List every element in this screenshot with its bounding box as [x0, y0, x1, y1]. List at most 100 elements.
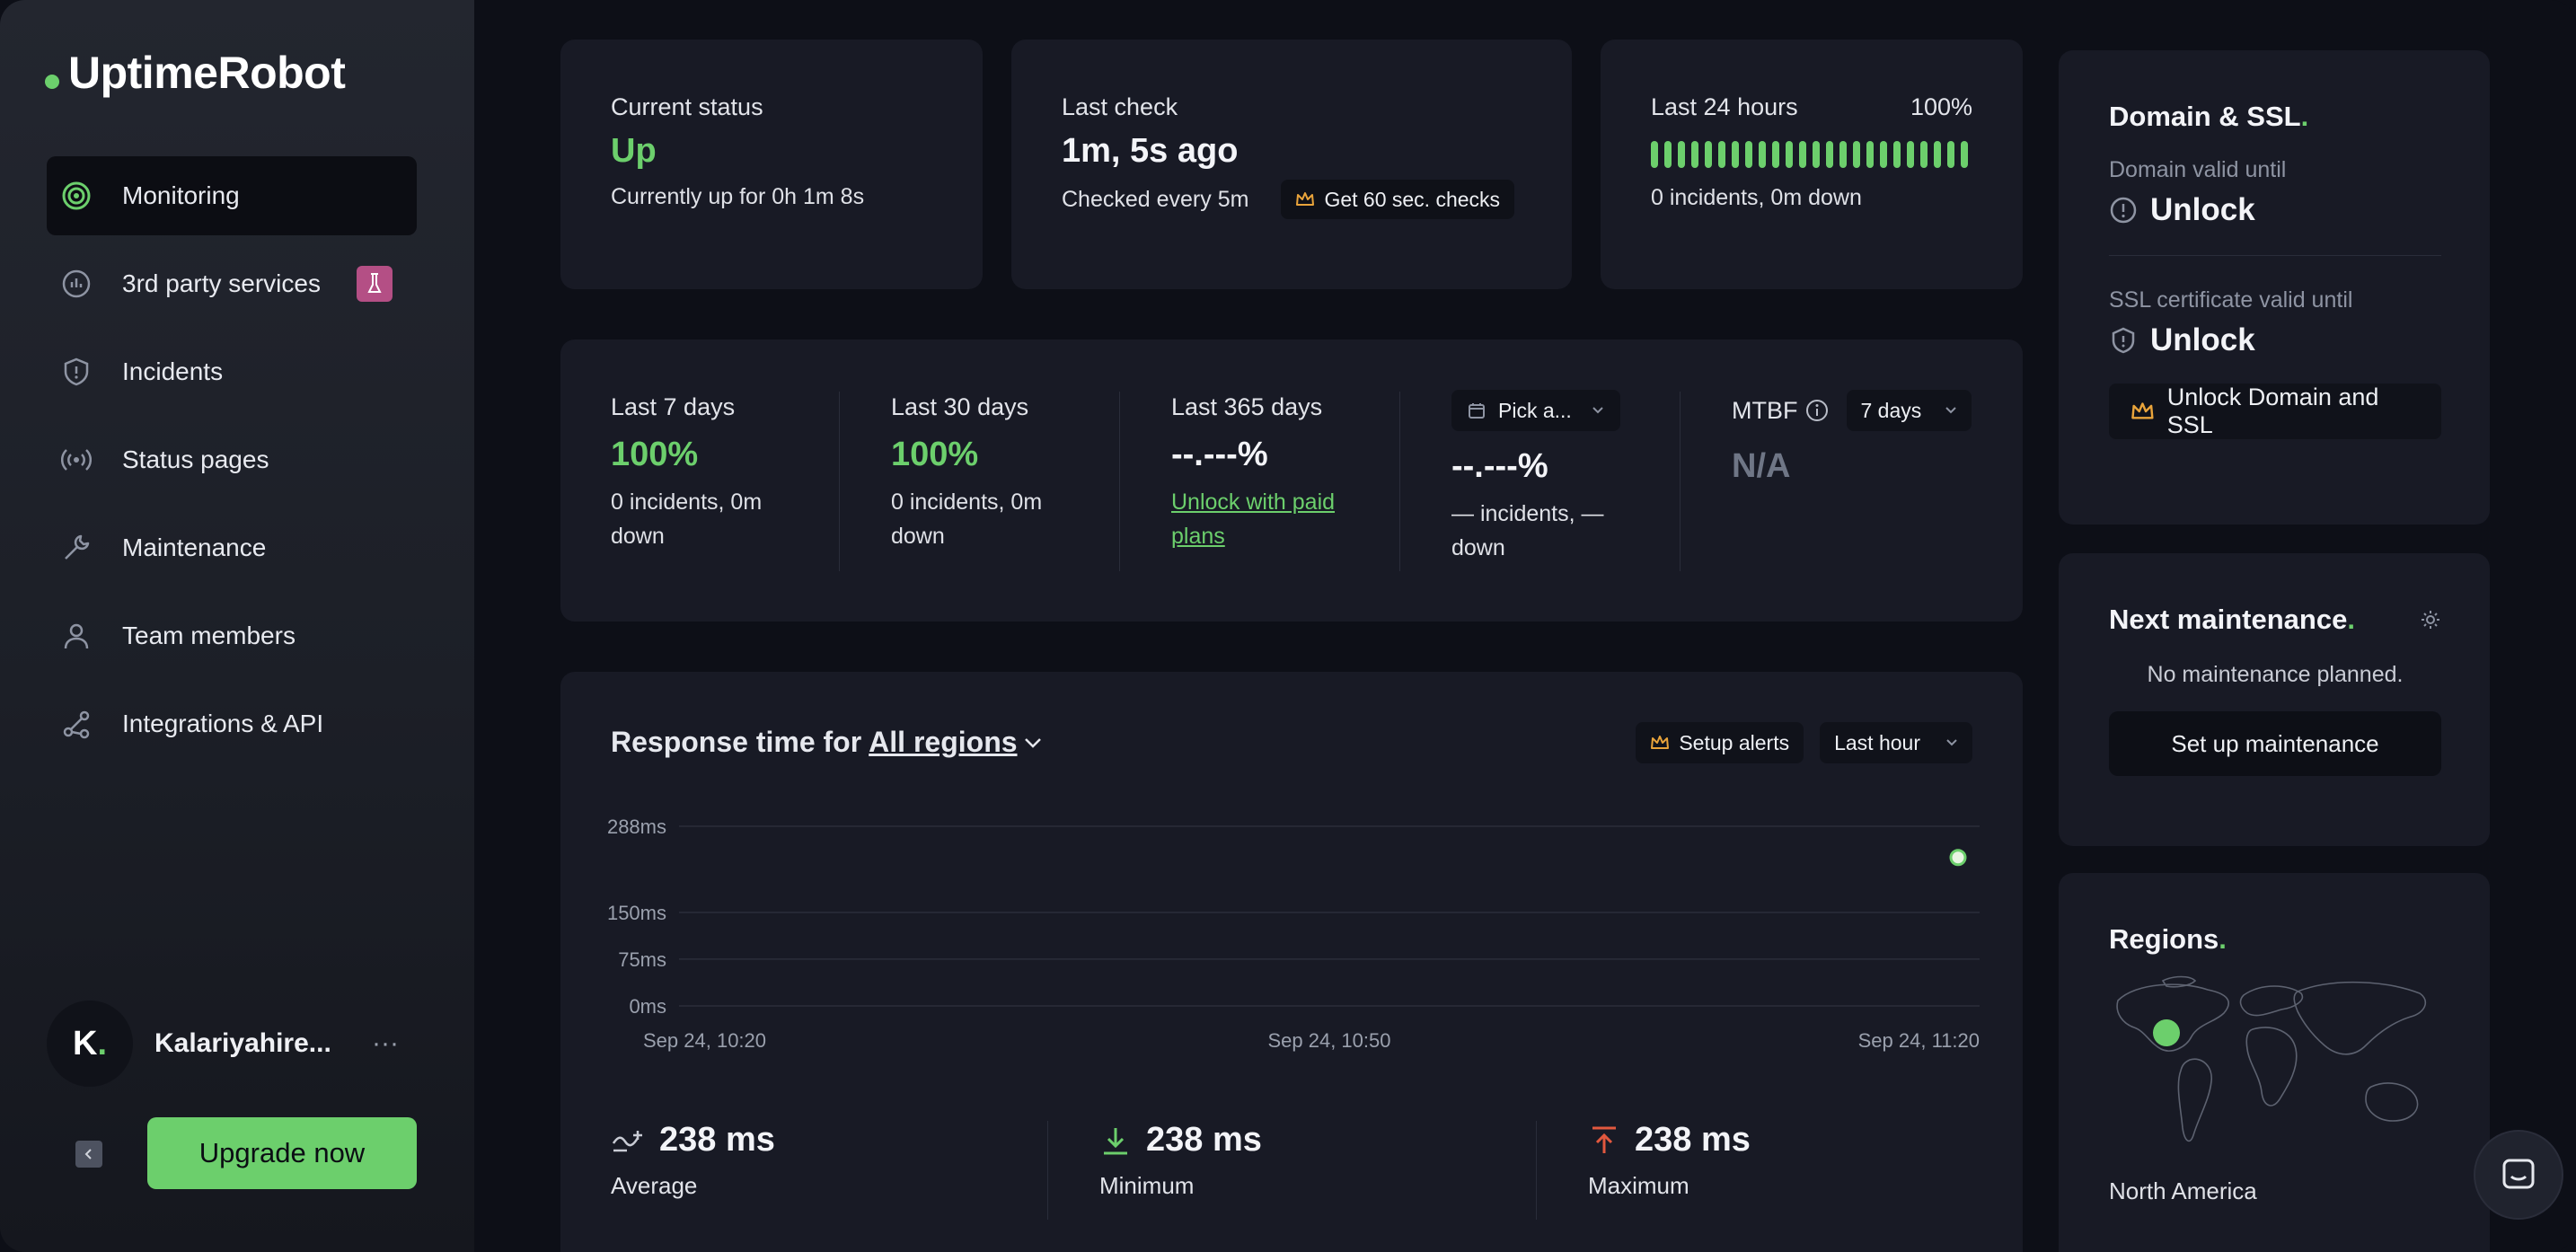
divider — [2109, 255, 2441, 256]
setup-maintenance-button[interactable]: Set up maintenance — [2109, 711, 2441, 776]
uptime-bar — [1880, 141, 1887, 168]
last-check-value: 1m, 5s ago — [1062, 132, 1239, 170]
alert-circle-icon — [2110, 197, 2137, 224]
share-nodes-icon — [61, 709, 92, 739]
region-marker[interactable] — [2153, 1019, 2180, 1046]
y-tick-label: 150ms — [607, 902, 666, 924]
crown-icon — [1651, 736, 1670, 749]
arrow-up-icon — [1592, 1126, 1616, 1153]
sidebar-item-3rd-party[interactable]: 3rd party services — [47, 244, 417, 323]
divider — [839, 392, 840, 571]
custom-range-value: --.---% — [1451, 447, 1548, 485]
period-30-sub: 0 incidents, 0m down — [891, 489, 1043, 549]
regions-card: Regions. North America — [2059, 873, 2490, 1252]
uptime-bar — [1907, 141, 1914, 168]
unlock-paid-plans-link[interactable]: Unlock with paid plans — [1171, 489, 1336, 549]
info-icon[interactable] — [1805, 399, 1829, 422]
period-365-label: Last 365 days — [1171, 393, 1323, 420]
get-60-sec-checks-button[interactable]: Get 60 sec. checks — [1281, 180, 1515, 219]
logo[interactable]: UptimeRobot — [45, 47, 346, 99]
current-status-value: Up — [611, 132, 657, 170]
check-interval: Checked every 5m — [1062, 187, 1249, 212]
calendar-icon — [1469, 403, 1485, 419]
response-time-card: Response time for All regions Setup aler… — [560, 672, 2023, 1252]
wrench-icon — [61, 533, 92, 563]
chat-launcher-icon[interactable] — [2475, 1132, 2562, 1218]
crown-icon — [2131, 402, 2154, 419]
x-tick-label: Sep 24, 10:20 — [643, 1029, 766, 1052]
last-check-label: Last check — [1062, 93, 1178, 120]
minimum-label: Minimum — [1099, 1172, 1195, 1199]
period-365-value: --.---% — [1171, 436, 1268, 473]
gear-icon[interactable] — [2420, 609, 2441, 630]
chevron-down-icon — [1946, 739, 1957, 746]
domain-valid-label: Domain valid until — [2109, 157, 2287, 182]
collapse-sidebar-icon[interactable] — [75, 1141, 102, 1168]
region-name: North America — [2109, 1177, 2257, 1204]
divider — [1536, 1121, 1537, 1220]
sidebar-item-integrations[interactable]: Integrations & API — [47, 684, 417, 763]
divider — [1680, 392, 1681, 571]
uptime-bar — [1664, 141, 1672, 168]
average-wave-icon — [612, 1130, 642, 1151]
arrow-down-icon — [1104, 1127, 1127, 1154]
mtbf-range-select[interactable]: 7 days — [1846, 390, 1972, 431]
uptime-bar — [1839, 141, 1847, 168]
regions-title: Regions. — [2109, 923, 2227, 955]
uptime-bar — [1920, 141, 1928, 168]
uptime-bar — [1651, 141, 1658, 168]
uptime-bar — [1813, 141, 1820, 168]
upgrade-button[interactable]: Upgrade now — [147, 1117, 417, 1189]
sidebar-item-maintenance[interactable]: Maintenance — [47, 508, 417, 587]
uptime-bar — [1799, 141, 1806, 168]
minimum-stat: 238 ms Minimum — [1099, 1121, 1262, 1200]
response-time-chart: 288ms 150ms 75ms 0ms Sep 24, 10:20 Sep 24, 10… — [607, 816, 1980, 1052]
y-tick-label: 0ms — [629, 995, 666, 1018]
sidebar-item-label: Maintenance — [122, 533, 267, 561]
average-label: Average — [611, 1172, 698, 1199]
crown-icon — [1296, 192, 1315, 206]
uptime-bar — [1745, 141, 1752, 168]
date-range-picker[interactable]: Pick a... — [1451, 390, 1620, 431]
unlock-domain-ssl-button[interactable]: Unlock Domain and SSL — [2109, 384, 2441, 439]
mtbf-value: N/A — [1732, 447, 1791, 485]
data-point[interactable] — [1949, 849, 1967, 867]
maximum-value: 238 ms — [1635, 1121, 1751, 1159]
maintenance-card: Next maintenance. No maintenance planned… — [2059, 553, 2490, 846]
uptime-bar — [1772, 141, 1779, 168]
more-options-icon[interactable]: ··· — [372, 1028, 399, 1058]
maximum-label: Maximum — [1588, 1172, 1689, 1199]
flask-icon — [367, 273, 382, 293]
user-menu[interactable]: K. Kalariyahire... ··· — [47, 1001, 417, 1087]
uptime-bar — [1786, 141, 1793, 168]
sidebar-item-label: Status pages — [122, 445, 269, 473]
y-tick-label: 288ms — [607, 816, 666, 838]
sidebar-item-label: Monitoring — [122, 181, 240, 209]
chevron-down-icon — [1945, 407, 1956, 414]
period-7-value: 100% — [611, 436, 699, 473]
sidebar: UptimeRobot Monitoring 3rd party service… — [0, 0, 474, 1252]
sidebar-item-monitoring[interactable]: Monitoring — [47, 156, 417, 235]
uptime-bar — [1866, 141, 1874, 168]
response-stats: 238 ms Average 238 ms Minimum 238 ms Max… — [611, 1121, 1976, 1220]
setup-alerts-button[interactable]: Setup alerts — [1636, 722, 1804, 763]
sidebar-item-label: Team members — [122, 622, 296, 649]
region-selector[interactable]: All regions — [869, 726, 1018, 758]
sidebar-item-incidents[interactable]: Incidents — [47, 332, 417, 411]
time-range-select[interactable]: Last hour — [1820, 722, 1972, 763]
maintenance-empty: No maintenance planned. — [2147, 662, 2404, 687]
divider — [1047, 1121, 1048, 1220]
sidebar-item-team[interactable]: Team members — [47, 596, 417, 675]
user-name: Kalariyahire... — [154, 1028, 331, 1058]
period-30-value: 100% — [891, 436, 979, 473]
x-tick-label: Sep 24, 11:20 — [1858, 1029, 1980, 1052]
uptime-bar — [1691, 141, 1698, 168]
sidebar-item-status-pages[interactable]: Status pages — [47, 420, 417, 499]
ssl-valid-label: SSL certificate valid until — [2109, 287, 2353, 313]
chevron-down-icon[interactable] — [1023, 736, 1043, 749]
uptime-bar — [1961, 141, 1968, 168]
domain-valid-value: Unlock — [2150, 192, 2255, 227]
uptime-bar — [1893, 141, 1901, 168]
uptime-bar — [1732, 141, 1739, 168]
domain-ssl-card: Domain & SSL. Domain valid until Unlock … — [2059, 50, 2490, 525]
